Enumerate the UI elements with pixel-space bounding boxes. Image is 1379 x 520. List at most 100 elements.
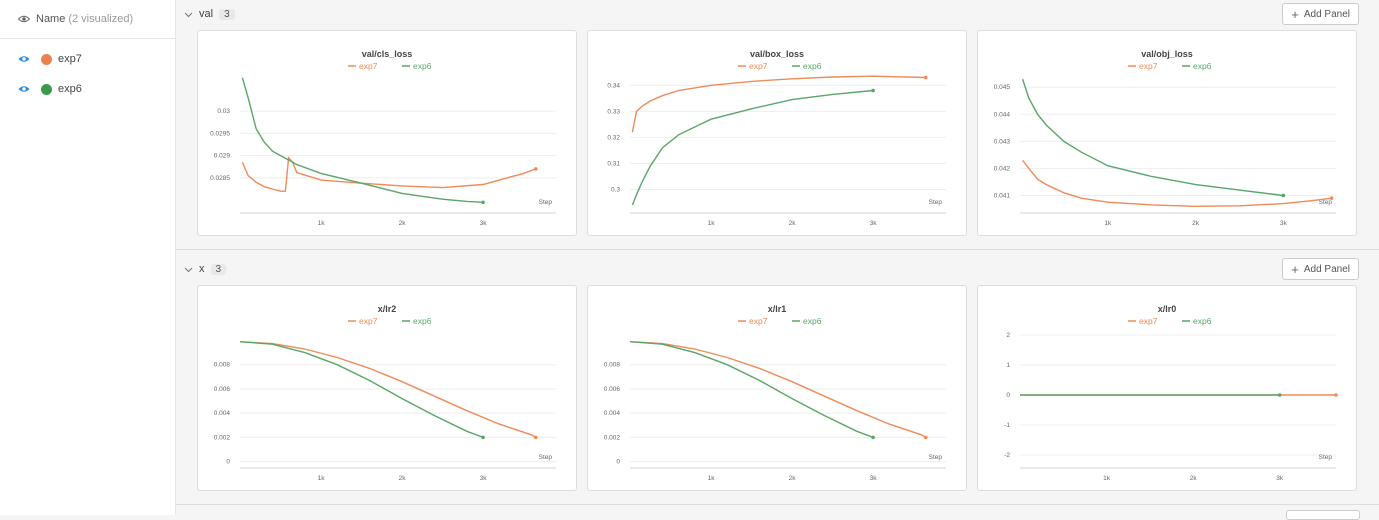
- chart-title: val/box_loss: [750, 49, 804, 59]
- y-tick-label: -1: [1004, 422, 1010, 429]
- legend-entry: exp7: [359, 61, 378, 71]
- x-tick-label: 1k: [1103, 475, 1111, 482]
- add-panel-button-partial[interactable]: [1286, 510, 1360, 520]
- x-tick-label: 2k: [399, 475, 407, 482]
- plus-icon: +: [1291, 6, 1299, 22]
- y-tick-label: 0.03: [217, 108, 230, 115]
- run-name[interactable]: exp6: [58, 83, 82, 95]
- y-tick-label: 0.31: [607, 160, 620, 167]
- run-name[interactable]: exp7: [58, 53, 82, 65]
- legend-entry: exp7: [749, 61, 768, 71]
- add-panel-button[interactable]: + Add Panel: [1282, 258, 1359, 280]
- series-end-point-exp7: [533, 167, 538, 171]
- x-axis-label: Step: [929, 454, 943, 461]
- chart-panel-x-lr0[interactable]: x/lr0 exp7 exp6 -2 -1 0 1 2 1k 2k 3k Step: [977, 285, 1357, 491]
- chart-title: x/lr0: [1158, 304, 1177, 314]
- legend-entry: exp6: [803, 61, 822, 71]
- x-axis-label: Step: [1319, 454, 1333, 461]
- run-row-exp6[interactable]: exp6: [0, 74, 175, 104]
- section-divider: [176, 249, 1379, 250]
- visualized-count: (2 visualized): [68, 13, 134, 25]
- runs-table-header[interactable]: Name (2 visualized): [0, 0, 175, 39]
- x-tick-label: 2k: [789, 220, 797, 227]
- run-color-swatch[interactable]: [41, 53, 52, 65]
- eye-icon[interactable]: [18, 15, 30, 23]
- series-end-point-exp6: [1277, 393, 1282, 397]
- series-line-exp7: [629, 341, 927, 438]
- chart-panel-x-lr2[interactable]: x/lr2 exp7 exp6 0 0.002 0.004 0.006 0.008 1k 2k 3k…: [197, 285, 577, 491]
- y-tick-label: -2: [1004, 452, 1010, 459]
- y-tick-label: 0.34: [607, 82, 620, 89]
- chevron-down-icon[interactable]: [184, 10, 193, 19]
- chart-panel-x-lr1[interactable]: x/lr1 exp7 exp6 0 0.002 0.004 0.006 0.008 1k 2k 3k…: [587, 285, 967, 491]
- series-line-exp7: [241, 156, 536, 192]
- y-tick-label: 0.008: [214, 362, 231, 369]
- x-tick-label: 1k: [318, 220, 326, 227]
- series-end-point-exp6: [1281, 193, 1286, 198]
- chart-panel-val-cls-loss[interactable]: val/cls_loss exp7 exp6 0.0285 0.029 0.0295 0.0…: [197, 30, 577, 236]
- x-tick-label: 3k: [870, 475, 878, 482]
- chart-title: val/cls_loss: [362, 49, 413, 59]
- y-tick-label: 0.004: [214, 410, 231, 417]
- y-tick-label: 0.004: [604, 410, 621, 417]
- visibility-eye-icon[interactable]: [18, 85, 30, 93]
- line-chart: val/box_loss exp7 exp6 0.3 0.31 0.32 0.33 0.34 1…: [607, 49, 946, 227]
- section-divider: [176, 504, 1379, 505]
- series-end-point-exp7: [923, 435, 928, 440]
- run-row-exp7[interactable]: exp7: [0, 44, 175, 74]
- x-tick-label: 1k: [318, 475, 326, 482]
- chart-panel-val-box-loss[interactable]: val/box_loss exp7 exp6 0.3 0.31 0.32 0.33 0.34 1…: [587, 30, 967, 236]
- series-line-exp6: [1021, 78, 1284, 197]
- y-tick-label: 0.042: [994, 165, 1011, 172]
- x-tick-label: 3k: [870, 220, 878, 227]
- x-tick-label: 3k: [1280, 220, 1288, 227]
- section-header-val[interactable]: val 3: [184, 4, 235, 24]
- x-tick-label: 2k: [789, 475, 797, 482]
- y-tick-label: 0.0285: [210, 175, 230, 182]
- series-end-point-exp7: [1329, 196, 1334, 200]
- series-line-exp6: [629, 341, 874, 439]
- legend-entry: exp6: [803, 316, 822, 326]
- chevron-down-icon[interactable]: [184, 265, 193, 274]
- chart-title: x/lr1: [768, 304, 787, 314]
- y-tick-label: 0.0295: [210, 130, 230, 137]
- chart-title: val/obj_loss: [1141, 49, 1193, 59]
- y-tick-label: 0.006: [214, 386, 231, 393]
- plus-icon: +: [1291, 261, 1299, 277]
- line-chart: val/cls_loss exp7 exp6 0.0285 0.029 0.0295 0.0…: [210, 49, 556, 227]
- series-end-point-exp6: [481, 200, 485, 205]
- y-tick-label: 2: [1006, 332, 1010, 339]
- series-end-point-exp6: [871, 88, 875, 93]
- x-tick-label: 1k: [708, 220, 716, 227]
- legend-entry: exp6: [1193, 316, 1212, 326]
- panel-count-badge: 3: [210, 263, 227, 275]
- section-header-x[interactable]: x 3: [184, 259, 227, 279]
- series-end-point-exp7: [1334, 393, 1338, 397]
- chart-panel-val-obj-loss[interactable]: val/obj_loss exp7 exp6 0.041 0.042 0.043 0.044…: [977, 30, 1357, 236]
- x-tick-label: 3k: [480, 220, 488, 227]
- visibility-eye-icon[interactable]: [18, 55, 30, 63]
- x-tick-label: 3k: [1276, 475, 1284, 482]
- series-line-exp7: [239, 341, 537, 438]
- add-panel-label: Add Panel: [1303, 8, 1350, 20]
- series-end-point-exp6: [871, 435, 875, 440]
- legend-entry: exp7: [749, 316, 768, 326]
- y-tick-label: 1: [1006, 362, 1010, 369]
- x-tick-label: 2k: [1192, 220, 1200, 227]
- series-line-exp6: [631, 89, 874, 206]
- chart-title: x/lr2: [378, 304, 397, 314]
- y-tick-label: 0: [616, 459, 620, 466]
- add-panel-button[interactable]: + Add Panel: [1282, 3, 1359, 25]
- y-tick-label: 0.043: [994, 138, 1011, 145]
- legend-entry: exp6: [1193, 61, 1212, 71]
- y-tick-label: 0.006: [604, 386, 621, 393]
- run-color-swatch[interactable]: [41, 83, 52, 95]
- y-tick-label: 0.33: [607, 108, 620, 115]
- y-tick-label: 0.045: [994, 84, 1011, 91]
- legend-entry: exp7: [1139, 61, 1158, 71]
- x-axis-label: Step: [929, 199, 943, 206]
- section-title: val: [199, 8, 214, 20]
- series-end-point-exp7: [923, 75, 928, 80]
